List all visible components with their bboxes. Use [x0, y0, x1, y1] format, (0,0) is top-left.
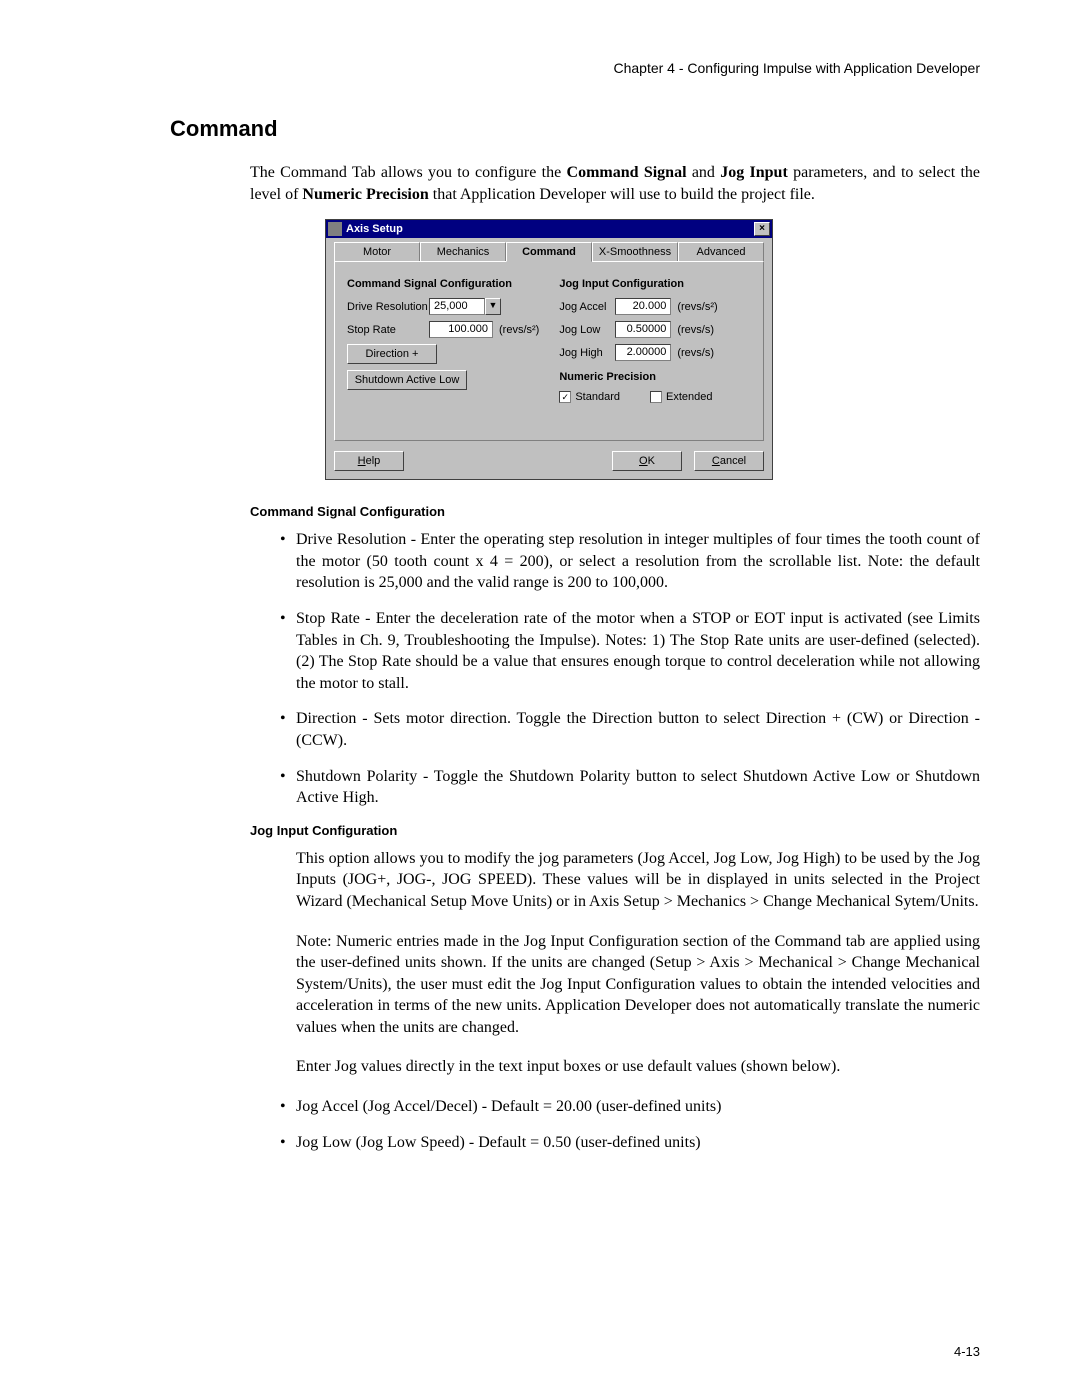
extended-checkbox[interactable]: Extended [650, 391, 712, 403]
jog-accel-unit: (revs/s²) [677, 301, 717, 313]
jog-low-label: Jog Low [559, 324, 615, 336]
page-number: 4-13 [954, 1344, 980, 1359]
stop-rate-input[interactable]: 100.000 [429, 321, 493, 338]
jog-accel-input[interactable]: 20.000 [615, 298, 671, 315]
jog-input-title: Jog Input Configuration [559, 278, 751, 290]
csc-bullet: Drive Resolution - Enter the operating s… [280, 529, 980, 594]
jic-bullet-list: Jog Accel (Jog Accel/Decel) - Default = … [280, 1096, 980, 1153]
dialog-title: Axis Setup [346, 223, 754, 235]
cancel-button[interactable]: Cancel [694, 451, 764, 471]
jog-low-input[interactable]: 0.50000 [615, 321, 671, 338]
jic-para: Note: Numeric entries made in the Jog In… [296, 931, 980, 1039]
stop-rate-label: Stop Rate [347, 324, 429, 336]
page-header: Chapter 4 - Configuring Impulse with App… [170, 60, 980, 76]
shutdown-button[interactable]: Shutdown Active Low [347, 370, 467, 390]
jic-heading: Jog Input Configuration [250, 823, 980, 838]
csc-bullet: Stop Rate - Enter the deceleration rate … [280, 608, 980, 694]
numeric-precision-title: Numeric Precision [559, 371, 751, 383]
csc-heading: Command Signal Configuration [250, 504, 980, 519]
axis-setup-dialog: Axis Setup × Motor Mechanics Command X-S… [325, 219, 773, 480]
dialog-tabs: Motor Mechanics Command X-Smoothness Adv… [334, 242, 764, 262]
drive-res-label: Drive Resolution [347, 301, 429, 313]
drive-res-dropdown-icon[interactable]: ▼ [485, 298, 501, 315]
jic-para: This option allows you to modify the jog… [296, 848, 980, 913]
csc-bullet: Direction - Sets motor direction. Toggle… [280, 708, 980, 751]
jog-accel-label: Jog Accel [559, 301, 615, 313]
csc-bullet: Shutdown Polarity - Toggle the Shutdown … [280, 766, 980, 809]
extended-label: Extended [666, 391, 712, 403]
jog-low-unit: (revs/s) [677, 324, 714, 336]
tab-advanced[interactable]: Advanced [678, 242, 764, 262]
tab-motor[interactable]: Motor [334, 242, 420, 262]
help-button[interactable]: Help [334, 451, 404, 471]
jic-para: Enter Jog values directly in the text in… [296, 1056, 980, 1078]
csc-bullet-list: Drive Resolution - Enter the operating s… [280, 529, 980, 809]
direction-button[interactable]: Direction + [347, 344, 437, 364]
tab-panel: Command Signal Configuration Drive Resol… [334, 261, 764, 441]
jog-high-input[interactable]: 2.00000 [615, 344, 671, 361]
tab-mechanics[interactable]: Mechanics [420, 242, 506, 262]
dialog-titlebar: Axis Setup × [326, 220, 772, 238]
drive-res-input[interactable]: 25,000 [429, 298, 485, 315]
jic-bullet: Jog Accel (Jog Accel/Decel) - Default = … [280, 1096, 980, 1118]
ok-button[interactable]: OK [612, 451, 682, 471]
standard-checkbox[interactable]: ✓ Standard [559, 391, 620, 403]
cmd-signal-title: Command Signal Configuration [347, 278, 539, 290]
tab-xsmoothness[interactable]: X-Smoothness [592, 242, 678, 262]
jog-high-label: Jog High [559, 347, 615, 359]
app-icon [328, 222, 342, 236]
close-icon[interactable]: × [754, 222, 770, 236]
stop-rate-unit: (revs/s²) [499, 324, 539, 336]
tab-command[interactable]: Command [506, 242, 592, 262]
standard-label: Standard [575, 391, 620, 403]
jic-bullet: Jog Low (Jog Low Speed) - Default = 0.50… [280, 1132, 980, 1154]
jog-high-unit: (revs/s) [677, 347, 714, 359]
intro-paragraph: The Command Tab allows you to configure … [250, 162, 980, 205]
section-title: Command [170, 116, 980, 142]
